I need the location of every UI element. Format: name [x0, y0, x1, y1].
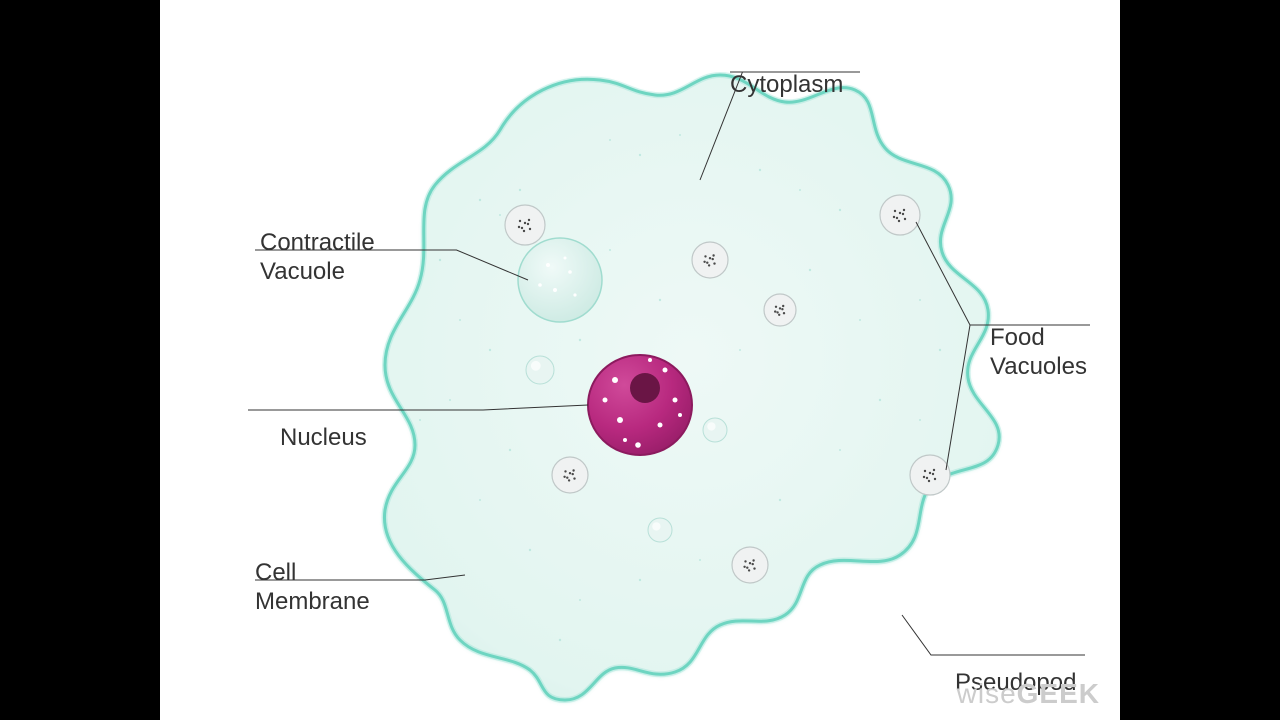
label-nucleus: Nucleus	[280, 395, 367, 453]
watermark-light: wise	[957, 678, 1017, 709]
label-cytoplasm: Cytoplasm	[730, 42, 843, 100]
nucleus-shape	[588, 355, 692, 455]
label-text: Nucleus	[280, 424, 367, 451]
diagram-canvas: Cytoplasm Contractile Vacuole Food Vacuo…	[160, 0, 1120, 720]
contractile-vacuole-shape	[518, 238, 602, 322]
label-food-vacuoles: Food Vacuoles	[990, 295, 1087, 381]
label-contractile-vacuole: Contractile Vacuole	[260, 200, 375, 286]
label-text: Food Vacuoles	[990, 324, 1087, 380]
watermark: wiseGEEK	[957, 678, 1100, 710]
label-cell-membrane: Cell Membrane	[255, 530, 370, 616]
label-text: Cell Membrane	[255, 559, 370, 615]
label-text: Contractile Vacuole	[260, 229, 375, 285]
amoeba-body	[384, 75, 999, 700]
label-text: Cytoplasm	[730, 71, 843, 98]
watermark-bold: GEEK	[1017, 678, 1100, 709]
